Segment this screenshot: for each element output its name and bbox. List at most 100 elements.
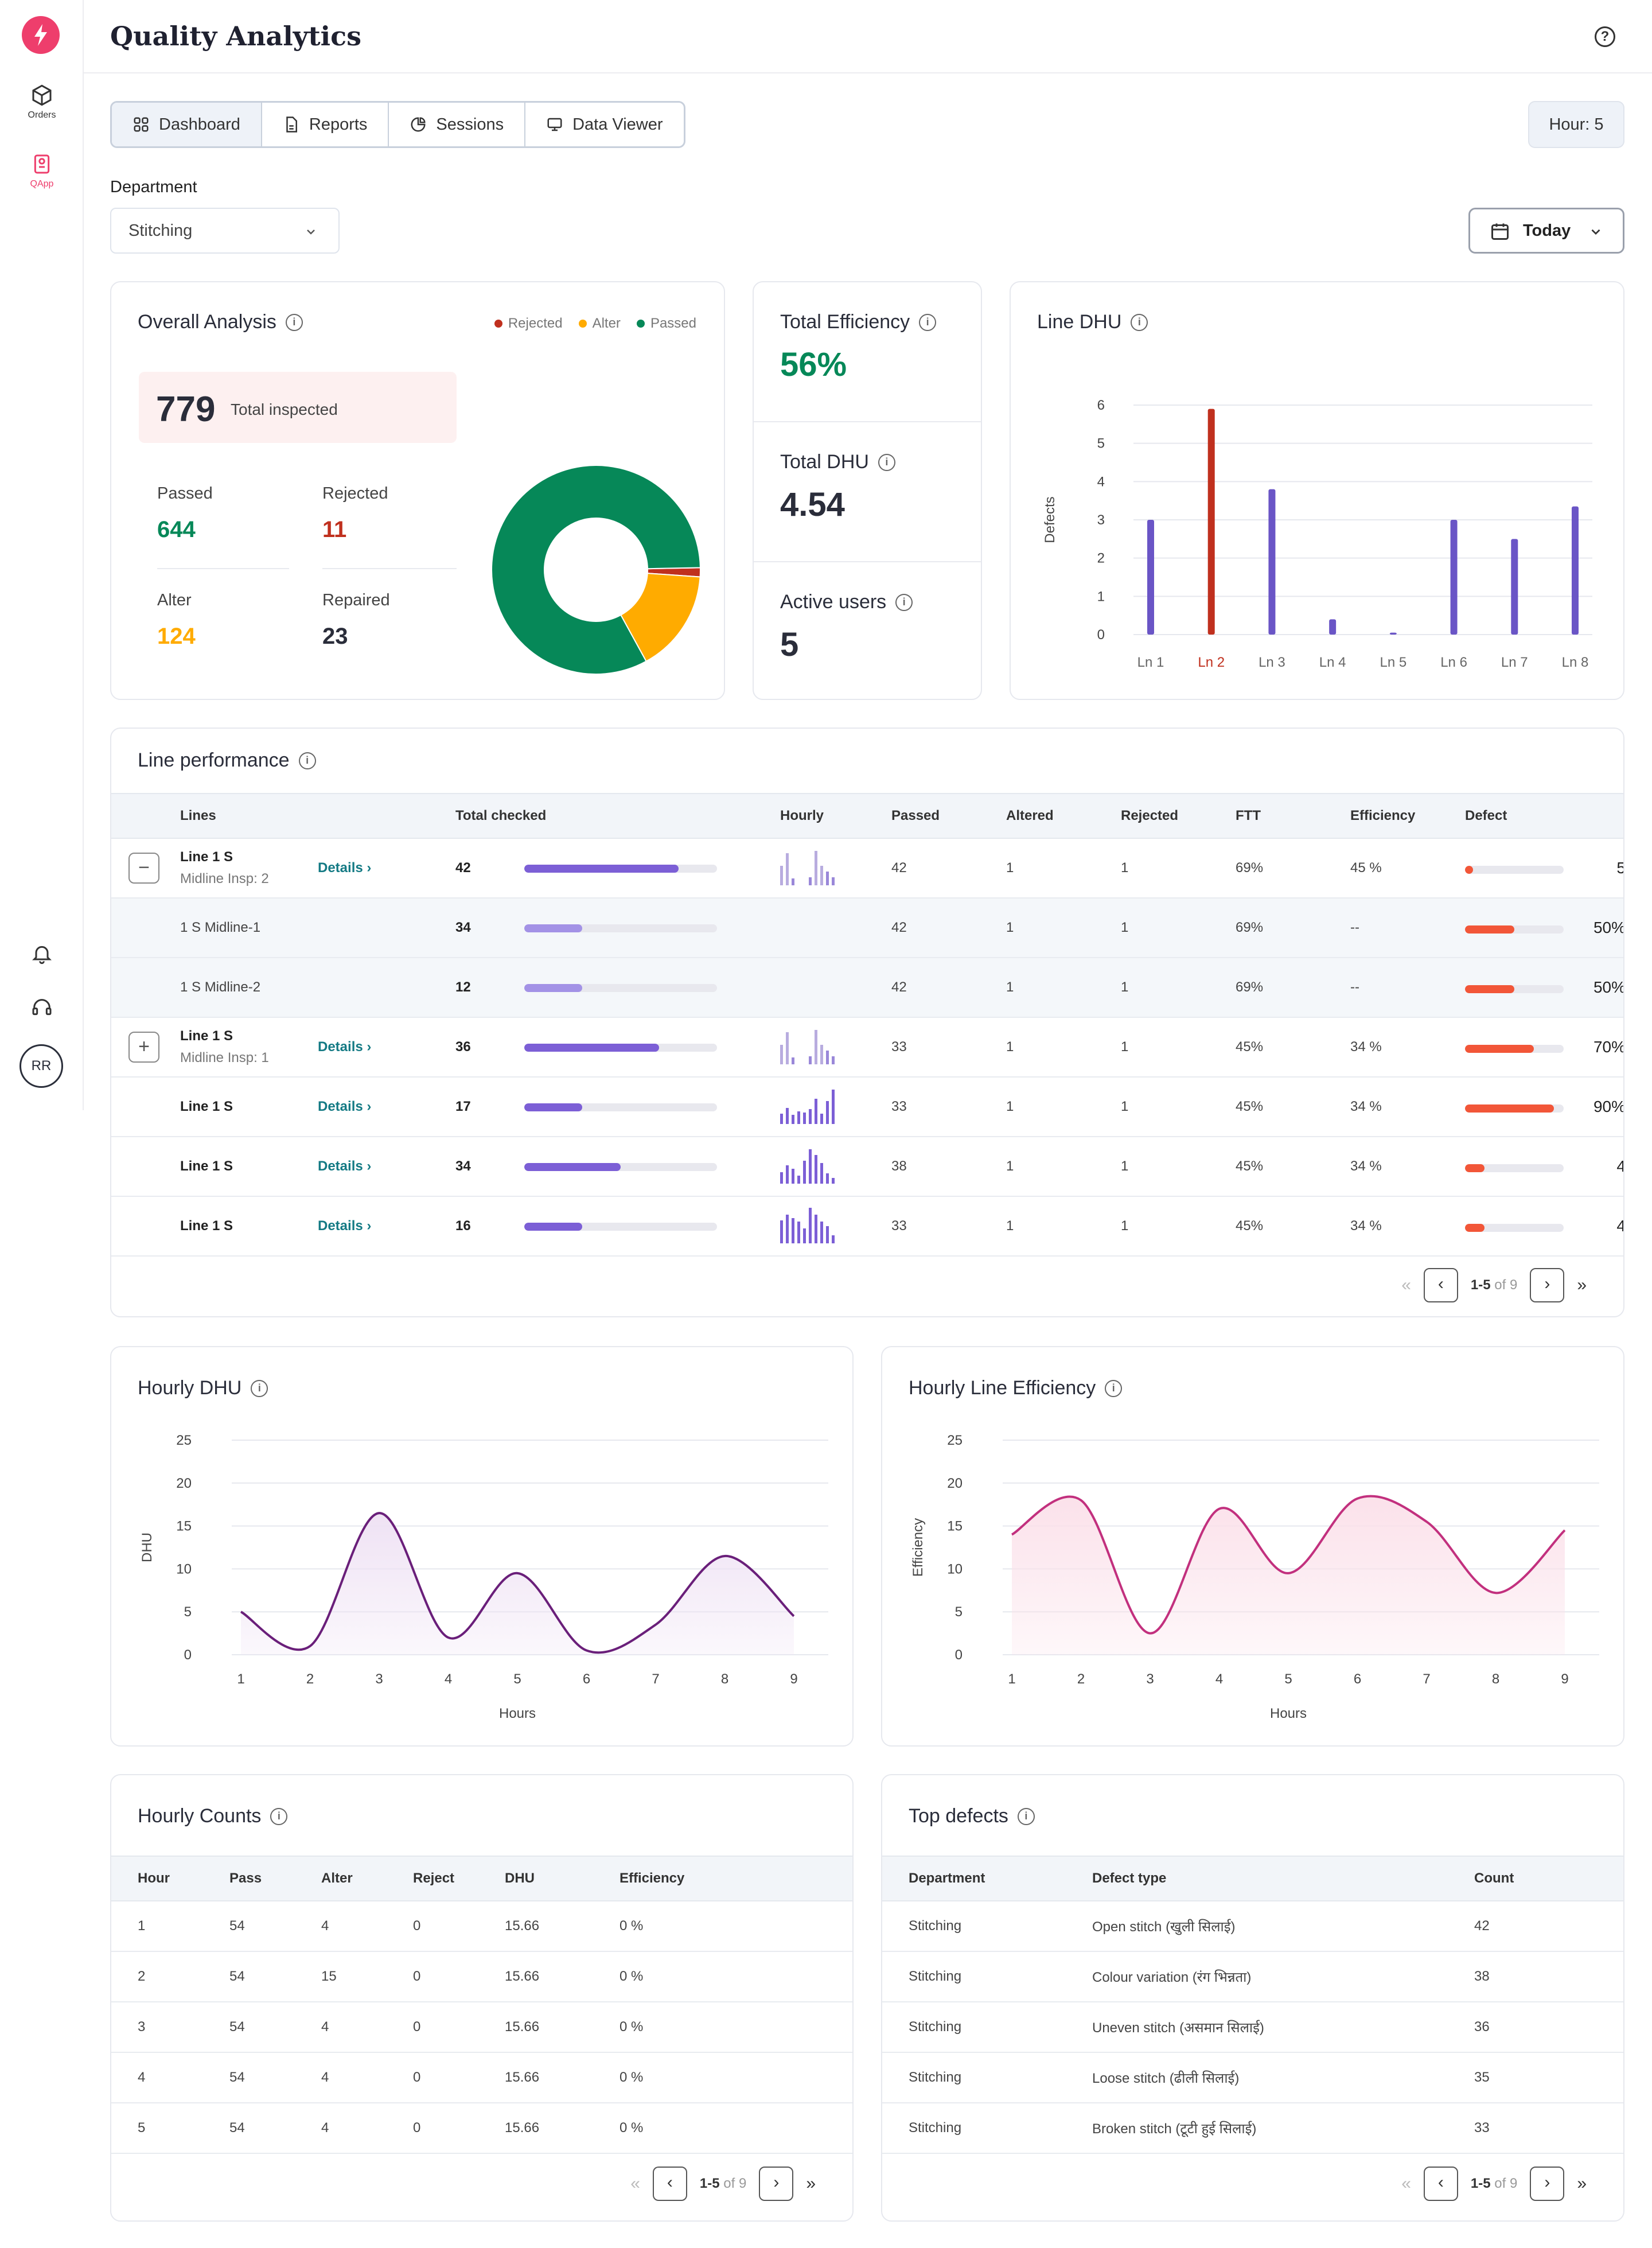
- donut-slice-passed: [491, 465, 701, 675]
- x-tick-label: 8: [1492, 1671, 1499, 1687]
- col-header: Pass: [229, 1856, 321, 1901]
- spark-bar: [826, 1173, 829, 1184]
- collapse-button[interactable]: −: [128, 853, 159, 884]
- bar-ln-7: [1511, 539, 1518, 635]
- x-tick-label: 7: [652, 1671, 659, 1687]
- total-checked: 17: [455, 1099, 471, 1114]
- line-name: Line 1 S: [180, 1028, 233, 1044]
- app-logo[interactable]: [22, 16, 60, 54]
- total-checked: 34: [455, 920, 471, 935]
- x-tick-label: 1: [1008, 1671, 1015, 1687]
- last-page-icon[interactable]: »: [1577, 2174, 1587, 2193]
- top-defects-card: Top defects i Department Defect type Coun…: [881, 1774, 1624, 2222]
- info-icon[interactable]: i: [895, 593, 913, 611]
- department-cell: Stitching: [882, 2052, 1092, 2103]
- defect-value: 4: [1564, 1217, 1623, 1235]
- y-tick-label: 25: [176, 1433, 192, 1448]
- details-link[interactable]: Details ›: [318, 1099, 372, 1114]
- defect-type-link[interactable]: Loose stitch (ढीली सिलाई): [1092, 2052, 1474, 2103]
- support-button[interactable]: [0, 996, 84, 1022]
- next-page-button[interactable]: ›: [759, 2167, 794, 2201]
- department-label: Department: [110, 178, 197, 196]
- chevron-down-icon: [307, 230, 315, 235]
- avatar[interactable]: RR: [20, 1044, 63, 1088]
- line-performance-table: Lines Total checked Hourly Passed Altere…: [111, 793, 1623, 1267]
- details-link[interactable]: Details ›: [318, 1158, 372, 1174]
- expand-button[interactable]: +: [128, 1032, 159, 1063]
- table-row: Line 1 S Details › 17 33 1 1 45% 34 % 90%: [111, 1077, 1623, 1137]
- cell-eff: --: [1350, 958, 1465, 1018]
- total-checked: 36: [455, 1039, 471, 1055]
- sidebar-item-orders[interactable]: Orders: [0, 84, 84, 120]
- next-page-button[interactable]: ›: [1530, 2167, 1565, 2201]
- department-select[interactable]: Stitching: [110, 208, 340, 254]
- first-page-icon[interactable]: «: [1401, 2174, 1411, 2193]
- department-value: Stitching: [128, 221, 193, 240]
- info-icon[interactable]: i: [1017, 1807, 1035, 1825]
- tab-dashboard[interactable]: Dashboard: [112, 103, 262, 146]
- monitor-icon: [547, 118, 562, 131]
- details-link[interactable]: Details ›: [318, 1039, 372, 1055]
- defect-type-link[interactable]: Uneven stitch (असमान सिलाई): [1092, 2002, 1474, 2053]
- date-filter-label: Today: [1523, 221, 1571, 240]
- x-tick-label: 4: [445, 1671, 452, 1687]
- x-tick-label: 5: [513, 1671, 521, 1687]
- last-page-icon[interactable]: »: [1577, 1275, 1587, 1294]
- card-title: Line DHU i: [1037, 311, 1148, 333]
- help-icon[interactable]: ?: [1595, 26, 1615, 47]
- tab-reports[interactable]: Reports: [262, 103, 389, 146]
- x-tick-label: 7: [1423, 1671, 1430, 1687]
- tab-data-viewer[interactable]: Data Viewer: [525, 103, 683, 146]
- cell-rejected: 1: [1121, 1196, 1236, 1257]
- legend-item-rejected: Rejected: [494, 316, 563, 332]
- info-icon[interactable]: i: [1131, 313, 1148, 331]
- hourly-sparkline: [780, 1030, 835, 1064]
- prev-page-button[interactable]: ‹: [1423, 2167, 1458, 2201]
- info-icon[interactable]: i: [298, 752, 316, 769]
- x-tick-label: Ln 1: [1137, 655, 1164, 670]
- page-indicator: 1-5 of 9: [1470, 1277, 1518, 1293]
- y-axis-label: Efficiency: [910, 1518, 926, 1577]
- info-icon[interactable]: i: [285, 313, 303, 331]
- table-cell: 54: [229, 1901, 321, 1952]
- defect-type-link[interactable]: Broken stitch (टूटी हुई सिलाई): [1092, 2103, 1474, 2154]
- details-link[interactable]: Details ›: [318, 1218, 372, 1234]
- x-tick-label: 2: [1077, 1671, 1085, 1687]
- sidebar-item-qapp[interactable]: QApp: [0, 153, 84, 189]
- info-icon[interactable]: i: [251, 1379, 268, 1397]
- bar-ln-2: [1207, 409, 1215, 635]
- x-tick-label: Ln 3: [1259, 655, 1285, 670]
- total-checked: 12: [455, 979, 471, 995]
- x-tick-label: 6: [583, 1671, 590, 1687]
- y-tick-label: 25: [947, 1433, 963, 1448]
- info-icon[interactable]: i: [270, 1807, 288, 1825]
- tab-sessions[interactable]: Sessions: [389, 103, 526, 146]
- first-page-icon[interactable]: «: [1401, 1275, 1411, 1294]
- last-page-icon[interactable]: »: [806, 2174, 816, 2193]
- defect-type-link[interactable]: Open stitch (खुली सिलाई): [1092, 1901, 1474, 1952]
- defect-progress: [1465, 1164, 1564, 1172]
- line-name: Line 1 S: [180, 849, 233, 865]
- defect-progress: [1465, 1104, 1564, 1113]
- notifications-button[interactable]: [0, 942, 84, 968]
- details-link[interactable]: Details ›: [318, 860, 372, 876]
- prev-page-button[interactable]: ‹: [1423, 1268, 1458, 1302]
- info-icon[interactable]: i: [878, 453, 895, 471]
- hourly-sparkline: [780, 1208, 835, 1243]
- defect-type-link[interactable]: Colour variation (रंग भिन्नता): [1092, 1951, 1474, 2002]
- info-icon[interactable]: i: [919, 313, 937, 331]
- total-inspected-label: Total inspected: [231, 400, 338, 418]
- date-filter-button[interactable]: Today: [1468, 208, 1624, 254]
- info-icon[interactable]: i: [1105, 1379, 1123, 1397]
- first-page-icon[interactable]: «: [630, 2174, 640, 2193]
- cell-ftt: 45%: [1236, 1017, 1350, 1078]
- line-name: Line 1 S: [180, 1218, 233, 1234]
- defect-progress: [1465, 1044, 1564, 1053]
- prev-page-button[interactable]: ‹: [652, 2167, 687, 2201]
- spark-bar: [786, 853, 789, 885]
- spark-bar: [792, 1218, 794, 1243]
- next-page-button[interactable]: ›: [1530, 1268, 1565, 1302]
- checked-progress: [524, 924, 717, 932]
